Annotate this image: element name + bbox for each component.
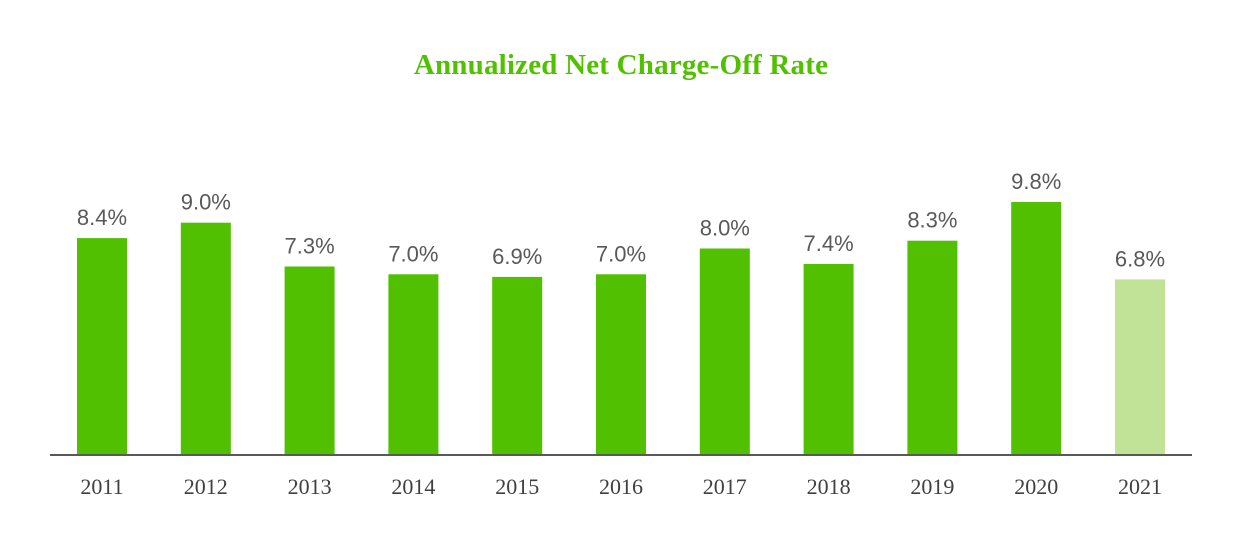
bar-2019 <box>907 240 958 455</box>
data-label-2014: 7.0% <box>388 241 438 266</box>
data-label-2015: 6.9% <box>492 244 542 269</box>
data-label-2011: 8.4% <box>77 205 127 230</box>
bar-2012 <box>180 222 231 455</box>
data-label-2019: 8.3% <box>907 208 957 233</box>
data-label-2013: 7.3% <box>285 234 335 259</box>
x-tick-label-2015: 2015 <box>495 474 539 499</box>
data-label-2012: 9.0% <box>181 190 231 215</box>
data-label-2021: 6.8% <box>1115 246 1165 271</box>
data-label-2017: 8.0% <box>700 216 750 241</box>
x-tick-label-2013: 2013 <box>288 474 332 499</box>
x-tick-label-2018: 2018 <box>807 474 851 499</box>
x-tick-label-2017: 2017 <box>703 474 747 499</box>
bar-2017 <box>699 248 750 455</box>
bar-2016 <box>596 274 646 455</box>
bar-2018 <box>803 264 854 455</box>
bar-2021 <box>1115 279 1165 455</box>
bar-2013 <box>284 266 335 455</box>
data-label-2016: 7.0% <box>596 241 646 266</box>
bar-2014 <box>388 274 439 455</box>
bar-2020 <box>1011 202 1062 455</box>
x-tick-label-2014: 2014 <box>391 474 435 499</box>
data-label-2020: 9.8% <box>1011 169 1061 194</box>
x-tick-labels-group: 2011 2012 2013 2014 2015 2016 2017 2018 2019 2020… <box>80 474 1162 499</box>
x-tick-label-2011: 2011 <box>80 474 123 499</box>
chart-title: Annualized Net Charge-Off Rate <box>414 49 828 81</box>
x-tick-label-2016: 2016 <box>599 474 643 499</box>
bar-2015 <box>492 276 543 455</box>
x-tick-label-2012: 2012 <box>184 474 228 499</box>
bar-2011 <box>77 238 127 455</box>
x-tick-label-2020: 2020 <box>1014 474 1058 499</box>
data-labels-group: 8.4% 9.0% 7.3% 7.0% 6.9% 7.0% 8.0% 7.4% 8.3% 9.8%… <box>77 169 1165 271</box>
x-tick-label-2019: 2019 <box>910 474 954 499</box>
x-tick-label-2021: 2021 <box>1118 474 1162 499</box>
bars-group <box>77 202 1165 455</box>
data-label-2018: 7.4% <box>804 231 854 256</box>
